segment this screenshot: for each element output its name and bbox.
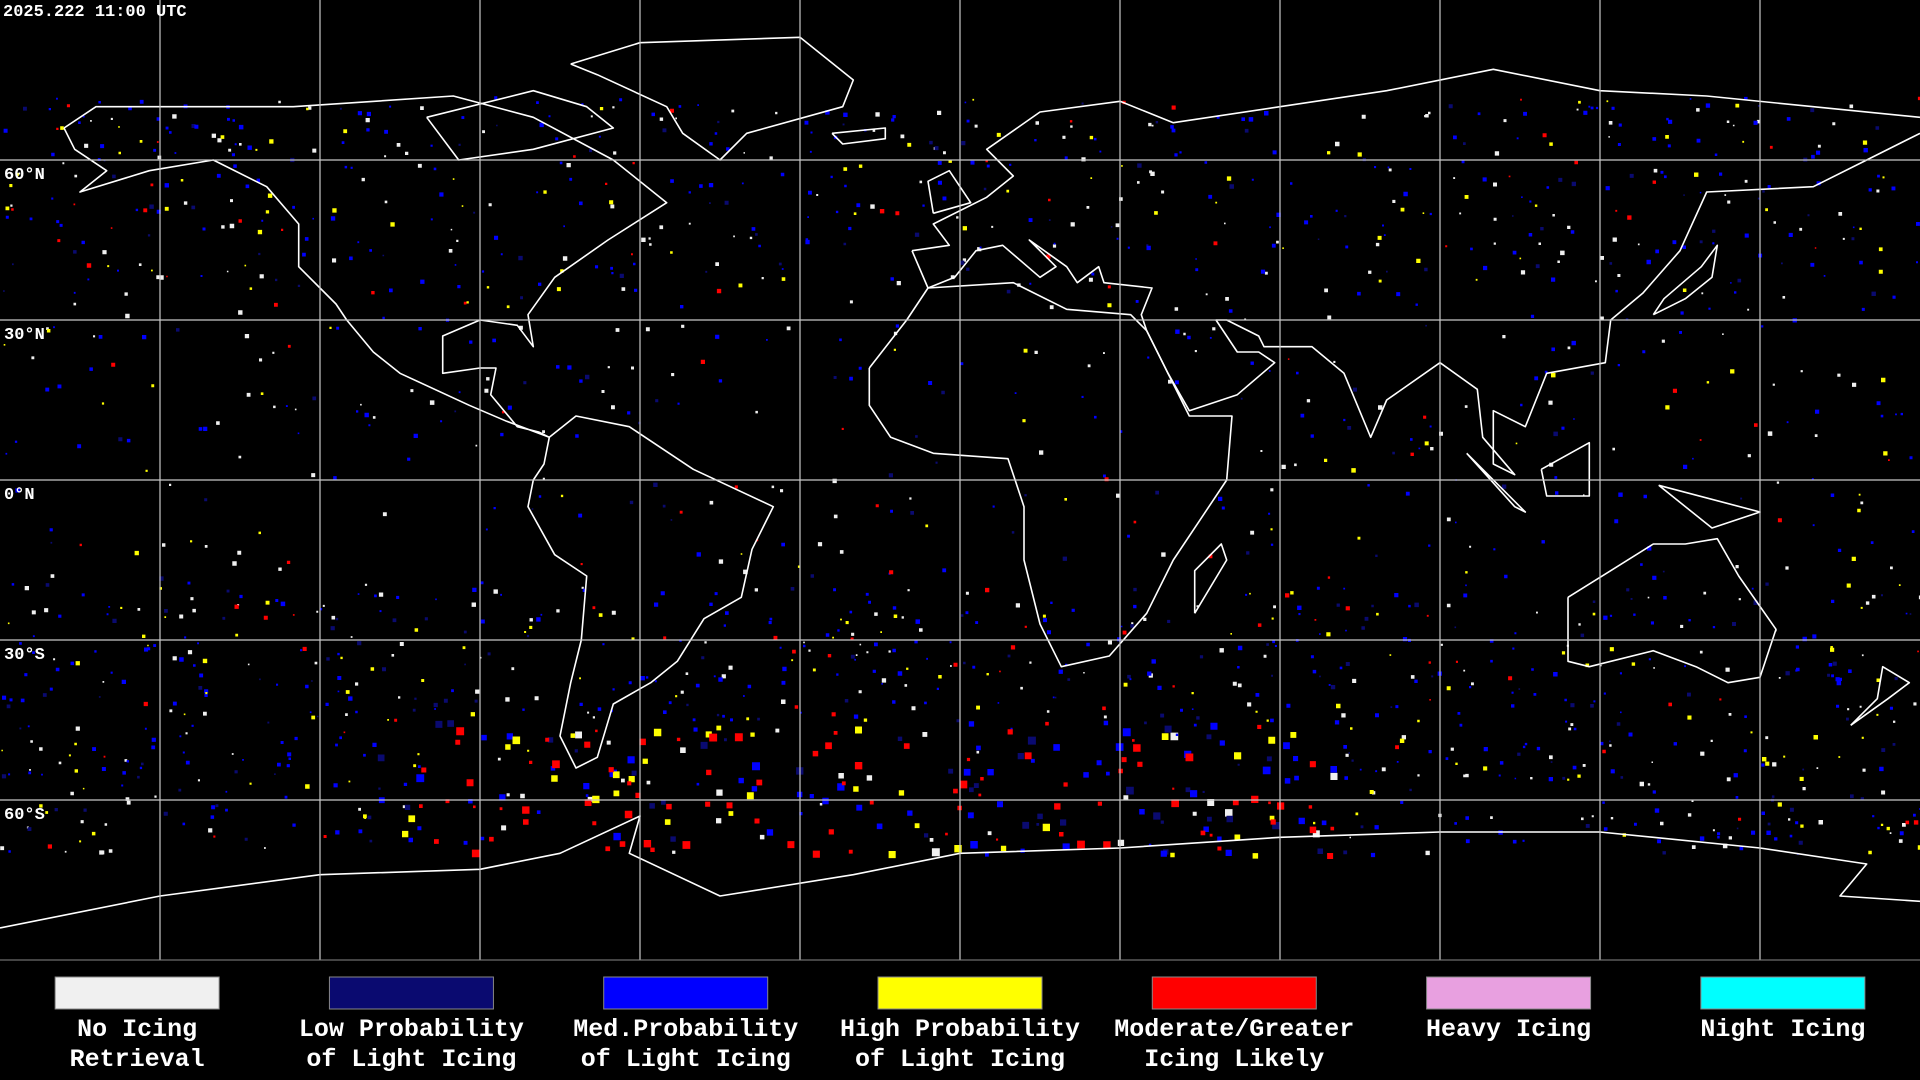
legend-swatch [54,976,220,1010]
latitude-label: 0°N [4,486,35,505]
coastline [1850,665,1911,726]
coastline [868,281,1233,668]
coastline [1193,543,1228,614]
legend-swatch [328,976,494,1010]
legend-label: Med.Probability [573,1015,798,1044]
legend-label: of Light Icing [855,1045,1065,1074]
legend-label: Retrieval [70,1045,205,1074]
legend-swatch [1426,976,1592,1010]
legend-label: of Light Icing [581,1045,791,1074]
graticule [0,0,1920,960]
coastline [927,169,972,215]
latitude-labels: 60°N 30°N 0°N 30°S 60°S [4,166,45,825]
legend-label: Icing Likely [1144,1045,1324,1074]
legend-label: Heavy Icing [1426,1015,1591,1044]
latitude-label: 60°N [4,166,45,185]
coastline [527,415,775,769]
latitude-label: 30°N [4,326,45,345]
coastline [0,815,1920,929]
timestamp: 2025.222 11:00 UTC [3,3,187,22]
legend-label: High Probability [840,1015,1080,1044]
legend-label: Moderate/Greater [1114,1015,1354,1044]
legend-label: No Icing [77,1015,197,1044]
legend-swatch [877,976,1043,1010]
coastline [1658,484,1761,529]
coastline [1540,441,1591,497]
legend-label: of Light Icing [306,1045,516,1074]
legend-swatch [603,976,769,1010]
coastline [570,36,855,161]
legend-label: Night Icing [1700,1015,1865,1044]
latitude-label: 60°S [4,806,45,825]
icing-field [0,96,1920,859]
legend-label: Low Probability [299,1015,524,1044]
coastline [831,127,887,145]
legend-swatch [1151,976,1317,1010]
latitude-label: 30°S [4,646,45,665]
legend-swatch [1700,976,1866,1010]
icing-pixels [0,100,1920,857]
coastlines [0,36,1920,929]
coastline [1652,244,1719,316]
